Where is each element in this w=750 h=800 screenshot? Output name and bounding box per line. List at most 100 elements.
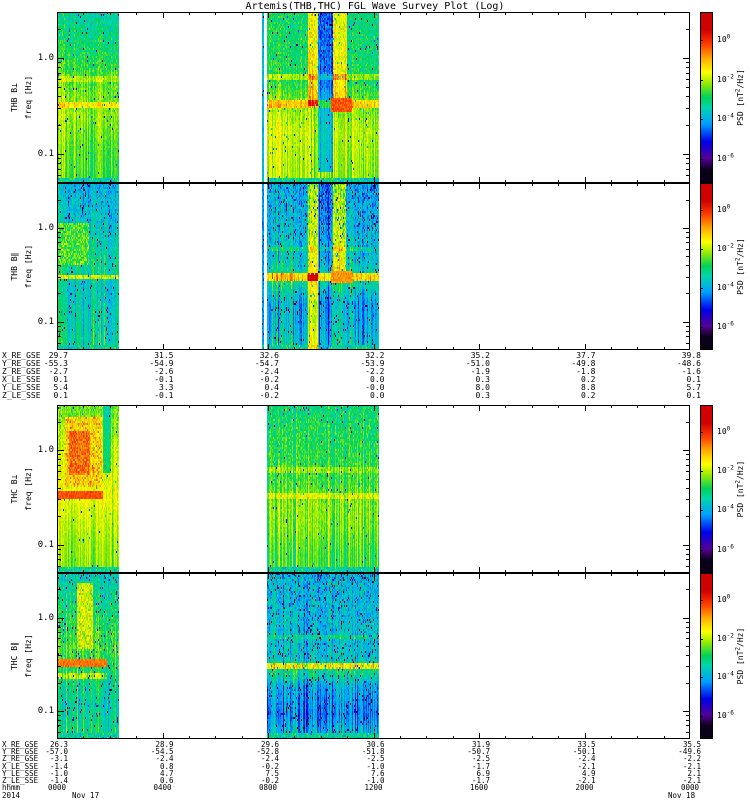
ephemeris-value: -1.7 [471,761,490,771]
ephemeris-value: -2.4 [155,754,174,764]
ephemeris-value: -2.5 [471,754,490,764]
ephemeris-row-label: X_RE_GSE [2,351,41,360]
colorbar-tick-label: 100 [717,203,731,215]
ephemeris-value: 32.6 [259,351,279,360]
ephemeris-value: -2.7 [48,367,68,376]
ephemeris-value: 26.3 [49,740,68,749]
ephemeris-value: 33.5 [577,740,596,749]
ephemeris-value: 0.8 [159,761,174,771]
ephemeris-value: 0.6 [159,776,174,785]
ephemeris-row-label: X_LE_SSE [2,761,39,771]
ephemeris-value: 5.7 [686,383,701,392]
ephemeris-value: -48.6 [676,359,701,368]
ephemeris-value: -53.9 [360,359,385,368]
ephemeris-value: 7.6 [370,768,385,778]
ephemeris-value: 0.2 [581,391,596,400]
colorbar-thc-bpar [700,573,713,739]
ephemeris-value: -3.1 [49,754,68,764]
ephemeris-value: 0.1 [686,391,701,400]
psd-axis-label: PSD [nT2/Hz] [734,69,745,126]
ephemeris-value: -55.3 [43,359,68,368]
ephemeris-value: 39.8 [681,351,701,360]
colorbar-thc-bperp [700,405,713,573]
colorbar-thb-bperp [700,12,713,183]
ephemeris-value: -54.7 [254,359,279,368]
ephemeris-value: 29.6 [260,740,279,749]
ephemeris-value: 7.5 [265,768,279,778]
ephemeris-value: -0.2 [259,391,279,400]
ephemeris-row-label: Z_RE_GSE [2,367,41,376]
ephemeris-value: -0.2 [260,761,279,771]
colorbar-tick-label: 100 [717,593,731,605]
ephemeris-value: 31.9 [471,740,490,749]
freq-tick-label: 1.0 [37,52,54,63]
ephemeris-value: -0.1 [154,391,174,400]
date-start-label: Nov 17 [72,791,100,800]
ephemeris-value: 4.9 [581,768,596,778]
time-tick-label: 0800 [258,783,278,793]
ephemeris-value: 8.8 [581,383,596,392]
ephemeris-value: -50.1 [572,747,596,757]
ephemeris-value: -54.5 [150,747,174,757]
ephemeris-value: 4.7 [159,768,174,778]
colorbar-tick-label: 10-4 [717,503,734,515]
ephemeris-value: 35.2 [470,351,490,360]
ephemeris-value: -51.8 [361,747,385,757]
ephemeris-value: 30.6 [366,740,385,749]
colorbar-tick-label: 10-6 [717,709,734,720]
ephemeris-value: -0.1 [154,375,174,384]
ephemeris-value: -0.2 [259,375,279,384]
colorbar-tick-label: 10-4 [717,112,734,124]
ephemeris-value: -1.0 [366,761,385,771]
ephemeris-value: 0.4 [264,383,279,392]
colorbar-tick-label: 10-6 [717,152,734,164]
time-tick-label: 0000 [680,783,700,793]
panel-label-thb-bperp: THB B⊥ [10,83,19,112]
spectrogram-thc-bpar [57,573,690,739]
psd-axis-label: PSD [nT2/Hz] [734,238,745,295]
ephemeris-value: -0.0 [365,383,385,392]
ephemeris-value: -2.6 [154,367,174,376]
time-tick-label: 2000 [575,783,594,793]
ephemeris-value: -57.0 [45,747,68,757]
ephemeris-value: 5.4 [53,383,68,392]
ephemeris-value: -0.2 [260,776,279,785]
freq-tick-label: 0.1 [37,539,54,550]
ephemeris-row-label: Z_LE_SSE [2,391,41,400]
ephemeris-value: 0.0 [370,375,385,384]
ephemeris-row-label: Y_LE_SSE [2,768,39,778]
ephemeris-value: 28.9 [155,740,174,749]
ephemeris-value: -49.8 [571,359,596,368]
ephemeris-value: 0.3 [475,375,490,384]
colorbar-tick-label: 10-2 [717,72,734,84]
ephemeris-value: -2.4 [577,754,596,764]
ephemeris-value: -2.4 [260,754,279,764]
ephemeris-row-label: X_RE_GSE [2,740,39,749]
colorbar-tick-label: 10-6 [717,320,734,331]
ephemeris-value: -51.0 [465,359,490,368]
colorbar-tick-label: 10-2 [717,464,734,476]
ephemeris-value: -2.2 [682,754,701,764]
colorbar-thb-bpar [700,183,713,350]
ephemeris-value: -1.0 [49,768,68,778]
date-end-label: Nov 18 [668,791,696,800]
ephemeris-value: 0.1 [53,391,68,400]
colorbar-tick-label: 10-6 [717,542,734,554]
spectrogram-thb-bperp [57,12,690,183]
ephemeris-value: -1.9 [470,367,490,376]
ephemeris-row-label: X_LE_SSE [2,375,41,384]
ephemeris-value: -1.7 [471,776,490,785]
colorbar-tick-label: 10-2 [717,631,734,643]
spectrogram-thb-bpar [57,183,690,350]
colorbar-tick-label: 10-2 [717,242,734,254]
ephemeris-value: 37.7 [576,351,596,360]
ephemeris-value: -1.0 [366,776,385,785]
ephemeris-value: 31.5 [154,351,174,360]
plot-title: Artemis(THB,THC) FGL Wave Survey Plot (L… [245,1,505,12]
ephemeris-row-label: Y_RE_GSE [2,747,39,757]
colorbar-tick-label: 10-4 [717,670,734,682]
freq-tick-label: 1.0 [37,222,54,233]
psd-axis-label: PSD [nT2/Hz] [734,460,745,518]
freq-tick-label: 0.1 [37,705,54,716]
